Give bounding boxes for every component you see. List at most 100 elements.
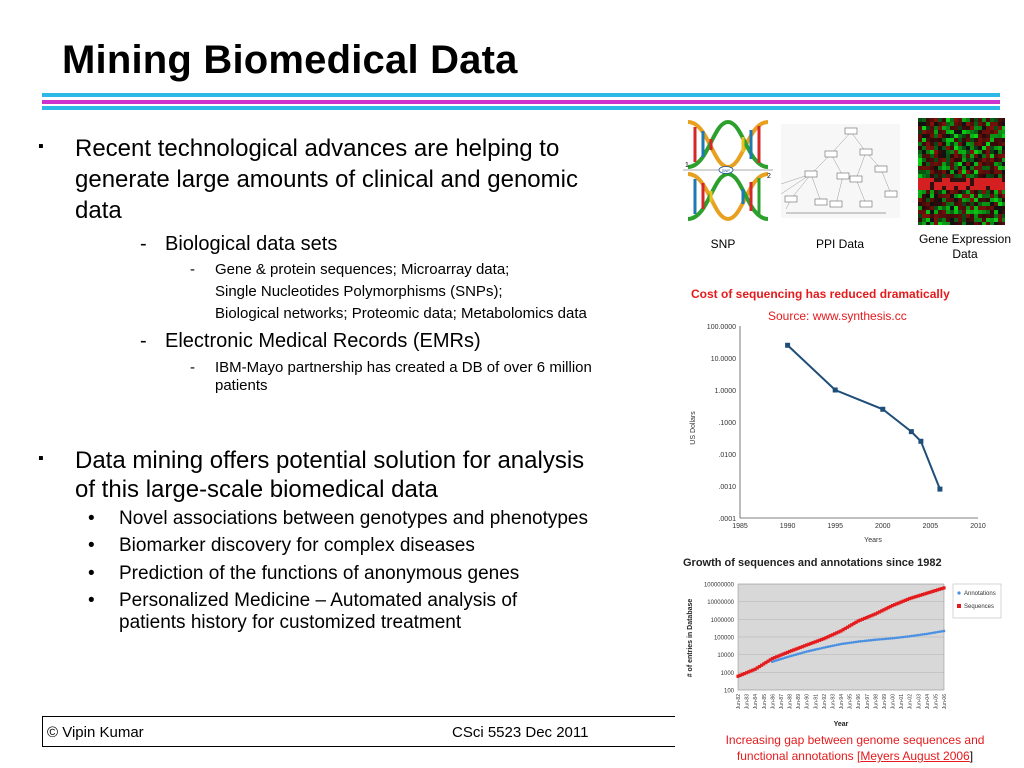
annotation-data-point: [910, 634, 914, 638]
heatmap-cell: [978, 170, 982, 174]
heatmap-cell: [938, 138, 942, 142]
heatmap-cell: [1002, 174, 1005, 178]
heatmap-cell: [918, 122, 922, 126]
annotation-data-point: [831, 644, 834, 648]
heatmap-cell: [990, 158, 994, 162]
heatmap-cell: [954, 190, 958, 194]
heatmap-cell: [974, 154, 978, 158]
heatmap-cell: [942, 194, 946, 198]
heatmap-cell: [966, 174, 970, 178]
heatmap-cell: [930, 126, 934, 130]
heatmap-cell: [950, 154, 954, 158]
heatmap-cell: [974, 166, 978, 170]
sequence-data-point: [845, 625, 850, 629]
growth-x-tick-label: Jun-89: [796, 694, 802, 710]
sequence-data-point: [738, 673, 742, 677]
sequence-data-point: [796, 646, 800, 650]
annotation-data-point: [876, 638, 879, 641]
heatmap-cell: [954, 118, 958, 122]
sequence-data-point: [820, 637, 824, 642]
heatmap-cell: [986, 174, 990, 178]
growth-y-axis-label: # of entries in Database: [687, 599, 694, 678]
annotation-data-point: [878, 638, 881, 641]
heatmap-cell: [962, 194, 966, 198]
heatmap-cell: [974, 162, 978, 166]
heatmap-cell: [934, 218, 938, 222]
heatmap-cell: [950, 150, 954, 154]
heatmap-cell: [966, 194, 970, 198]
annotation-data-point: [880, 637, 884, 641]
sequence-data-point: [927, 590, 931, 595]
bullet-1-line1: Recent technological advances are helpin…: [75, 135, 560, 162]
growth-x-tick-label: Jun-87: [779, 694, 785, 710]
heatmap-cell: [946, 142, 950, 146]
bullet-marker: ▪: [38, 138, 44, 155]
heatmap-cell: [994, 206, 998, 210]
heatmap-cell: [922, 126, 926, 130]
heatmap-cell: [946, 118, 950, 122]
heatmap-cell: [966, 222, 970, 225]
heatmap-cell: [946, 186, 950, 190]
sequence-data-point: [798, 645, 802, 650]
heatmap-cell: [918, 158, 922, 162]
annotation-data-point: [786, 655, 789, 659]
heatmap-cell: [958, 218, 962, 222]
heatmap-cell: [942, 146, 946, 150]
heatmap-cell: [958, 150, 962, 154]
heatmap-cell: [946, 122, 950, 126]
heatmap-cell: [926, 174, 930, 178]
heatmap-cell: [922, 178, 926, 182]
heatmap-cell: [990, 218, 994, 222]
heatmap-cell: [962, 130, 966, 134]
annotation-data-point: [906, 635, 909, 638]
sub-sub-networks: Biological networks; Proteomic data; Met…: [215, 305, 587, 322]
sequence-data-point: [923, 592, 927, 596]
heatmap-cell: [950, 222, 954, 225]
growth-x-tick-label: Jun-95: [848, 694, 854, 710]
sequence-data-point: [783, 651, 787, 655]
gap-caption-citation[interactable]: Meyers August 2006: [860, 749, 970, 763]
annotation-data-point: [882, 637, 886, 641]
heatmap-cell: [998, 182, 1002, 186]
heatmap-cell: [986, 194, 990, 198]
sequence-data-point: [908, 596, 912, 601]
sequence-data-point: [884, 607, 888, 611]
annotation-data-point: [833, 644, 836, 647]
heatmap-cell: [974, 190, 978, 194]
heatmap-cell: [934, 154, 938, 158]
heatmap-cell: [962, 178, 966, 182]
sequence-data-point: [835, 631, 839, 635]
dot-marker: •: [88, 563, 95, 584]
sequence-data-point: [858, 618, 862, 622]
sequence-data-point: [847, 624, 852, 628]
heatmap-cell: [922, 214, 926, 218]
heatmap-cell: [986, 198, 990, 202]
heatmap-cell: [938, 162, 942, 166]
heatmap-cell: [966, 150, 970, 154]
heatmap-cell: [930, 198, 934, 202]
heatmap-cell: [946, 154, 950, 158]
heatmap-cell: [946, 166, 950, 170]
annotation-data-point: [865, 639, 869, 642]
heatmap-cell: [918, 214, 922, 218]
heatmap-cell: [994, 186, 998, 190]
legend-marker-annotations: [957, 591, 961, 595]
heatmap-cell: [954, 170, 958, 174]
heatmap-cell: [938, 142, 942, 146]
sequence-data-point: [781, 652, 785, 656]
sequence-data-point: [850, 623, 854, 627]
heatmap-cell: [1002, 190, 1005, 194]
heatmap-cell: [1002, 130, 1005, 134]
heatmap-cell: [926, 194, 930, 198]
heatmap-cell: [978, 138, 982, 142]
annotation-data-point: [779, 657, 783, 661]
heatmap-cell: [966, 178, 970, 182]
sequence-data-point: [910, 596, 914, 600]
heatmap-cell: [982, 198, 986, 202]
heatmap-cell: [954, 126, 958, 130]
heatmap-cell: [918, 118, 922, 122]
ppi-caption: PPI Data: [815, 237, 865, 251]
annotation-data-point: [861, 639, 864, 643]
cost-x-axis-label: Years: [864, 537, 882, 544]
heatmap-cell: [926, 154, 930, 158]
